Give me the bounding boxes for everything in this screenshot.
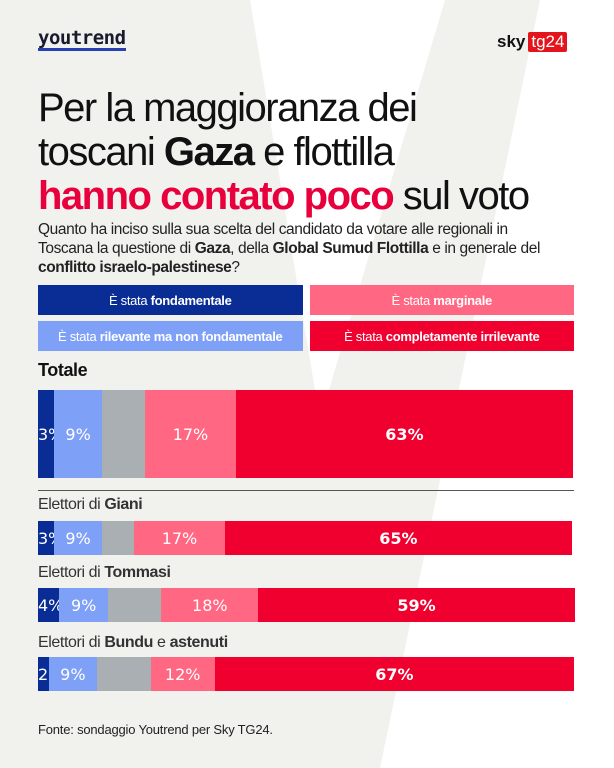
group-name: Giani — [104, 496, 143, 513]
title-highlight: hanno contato poco — [38, 174, 395, 218]
divider — [38, 490, 574, 491]
bar-segment: 18% — [161, 588, 259, 622]
bar-segment: 65% — [224, 521, 572, 555]
group-label-bundu: Elettori di Bundu e astenuti — [38, 634, 228, 652]
title-bold: Gaza — [163, 130, 255, 174]
tg24-text: tg24 — [528, 32, 568, 52]
bar-segment — [102, 390, 145, 478]
page-title: Per la maggioranza dei toscani Gaza e fl… — [38, 86, 598, 218]
legend-prefix: È stata — [58, 328, 97, 344]
legend-prefix: È stata — [344, 328, 383, 344]
title-text: toscani — [38, 130, 164, 174]
title-text: e flottilla — [253, 130, 395, 174]
group-label-totale: Totale — [38, 360, 88, 381]
bar-segment: 4% — [38, 588, 63, 622]
bar-row: 3% 9% 17% 63% — [38, 390, 573, 478]
bar-segment: 9% — [48, 657, 97, 691]
source-note: Fonte: sondaggio Youtrend per Sky TG24. — [38, 722, 273, 737]
group-prefix: Elettori di — [38, 564, 105, 581]
bar-segment: 17% — [144, 390, 236, 478]
group-prefix: Elettori di — [38, 496, 105, 513]
bar-segment — [96, 657, 151, 691]
bar-row: 3% 9% 17% 65% — [38, 521, 572, 555]
bar-segment: 17% — [134, 521, 225, 555]
legend: È stata fondamentale È stata marginale È… — [38, 285, 574, 351]
group-name: astenuti — [169, 634, 229, 651]
bar-segment: 2% — [38, 657, 63, 691]
youtrend-logo: youtrend — [38, 27, 126, 51]
group-name: Totale — [38, 360, 88, 380]
sub-text: Quanto ha inciso sulla sua scelta del ca… — [38, 221, 508, 257]
bar-row: 4% 9% 18% 59% — [38, 588, 575, 622]
group-name: Tommasi — [104, 564, 171, 581]
legend-label: marginale — [433, 292, 492, 308]
group-label-tommasi: Elettori di Tommasi — [38, 564, 171, 582]
legend-prefix: È stata — [391, 292, 431, 308]
sub-bold: conflitto israelo-palestinese — [38, 259, 232, 276]
bar-segment: 9% — [54, 390, 103, 478]
bar-segment: 12% — [150, 657, 215, 691]
bar-segment: 9% — [59, 588, 108, 622]
subtitle: Quanto ha inciso sulla sua scelta del ca… — [38, 220, 558, 277]
legend-fondamentale: È stata fondamentale — [38, 285, 303, 315]
legend-label: fondamentale — [150, 292, 232, 308]
bar-row: 2%9% 12%67% — [38, 657, 574, 691]
group-prefix: e — [153, 634, 170, 651]
group-prefix: Elettori di — [38, 634, 105, 651]
sky-text: sky — [497, 32, 526, 51]
legend-label: rilevante ma non fondamentale — [99, 328, 283, 344]
bar-segment: 3% — [38, 390, 63, 478]
sub-bold: Gaza — [194, 240, 231, 257]
bar-segment: 67% — [214, 657, 574, 691]
bar-segment: 63% — [235, 390, 573, 478]
group-label-giani: Elettori di Giani — [38, 496, 143, 514]
legend-rilevante: È stata rilevante ma non fondamentale — [38, 321, 303, 351]
bar-segment: 3% — [38, 521, 63, 555]
legend-label: completamente irrilevante — [385, 328, 540, 344]
sub-text: ? — [231, 259, 240, 276]
legend-marginale: È stata marginale — [309, 285, 574, 315]
sub-text: e in generale del — [428, 240, 541, 257]
sub-text: , della — [230, 240, 273, 257]
skytg24-logo: sky tg24 — [497, 32, 568, 52]
title-line1: Per la maggioranza dei — [38, 86, 418, 130]
bar-segment: 9% — [54, 521, 103, 555]
legend-prefix: È stata — [108, 292, 148, 308]
legend-irrilevante: È stata completamente irrilevante — [309, 321, 574, 351]
sub-bold: Global Sumud Flottilla — [272, 240, 429, 257]
bar-segment: 59% — [258, 588, 575, 622]
group-name: Bundu — [104, 634, 153, 651]
bar-segment — [102, 521, 135, 555]
bar-segment — [107, 588, 162, 622]
title-text: sul voto — [393, 174, 530, 218]
